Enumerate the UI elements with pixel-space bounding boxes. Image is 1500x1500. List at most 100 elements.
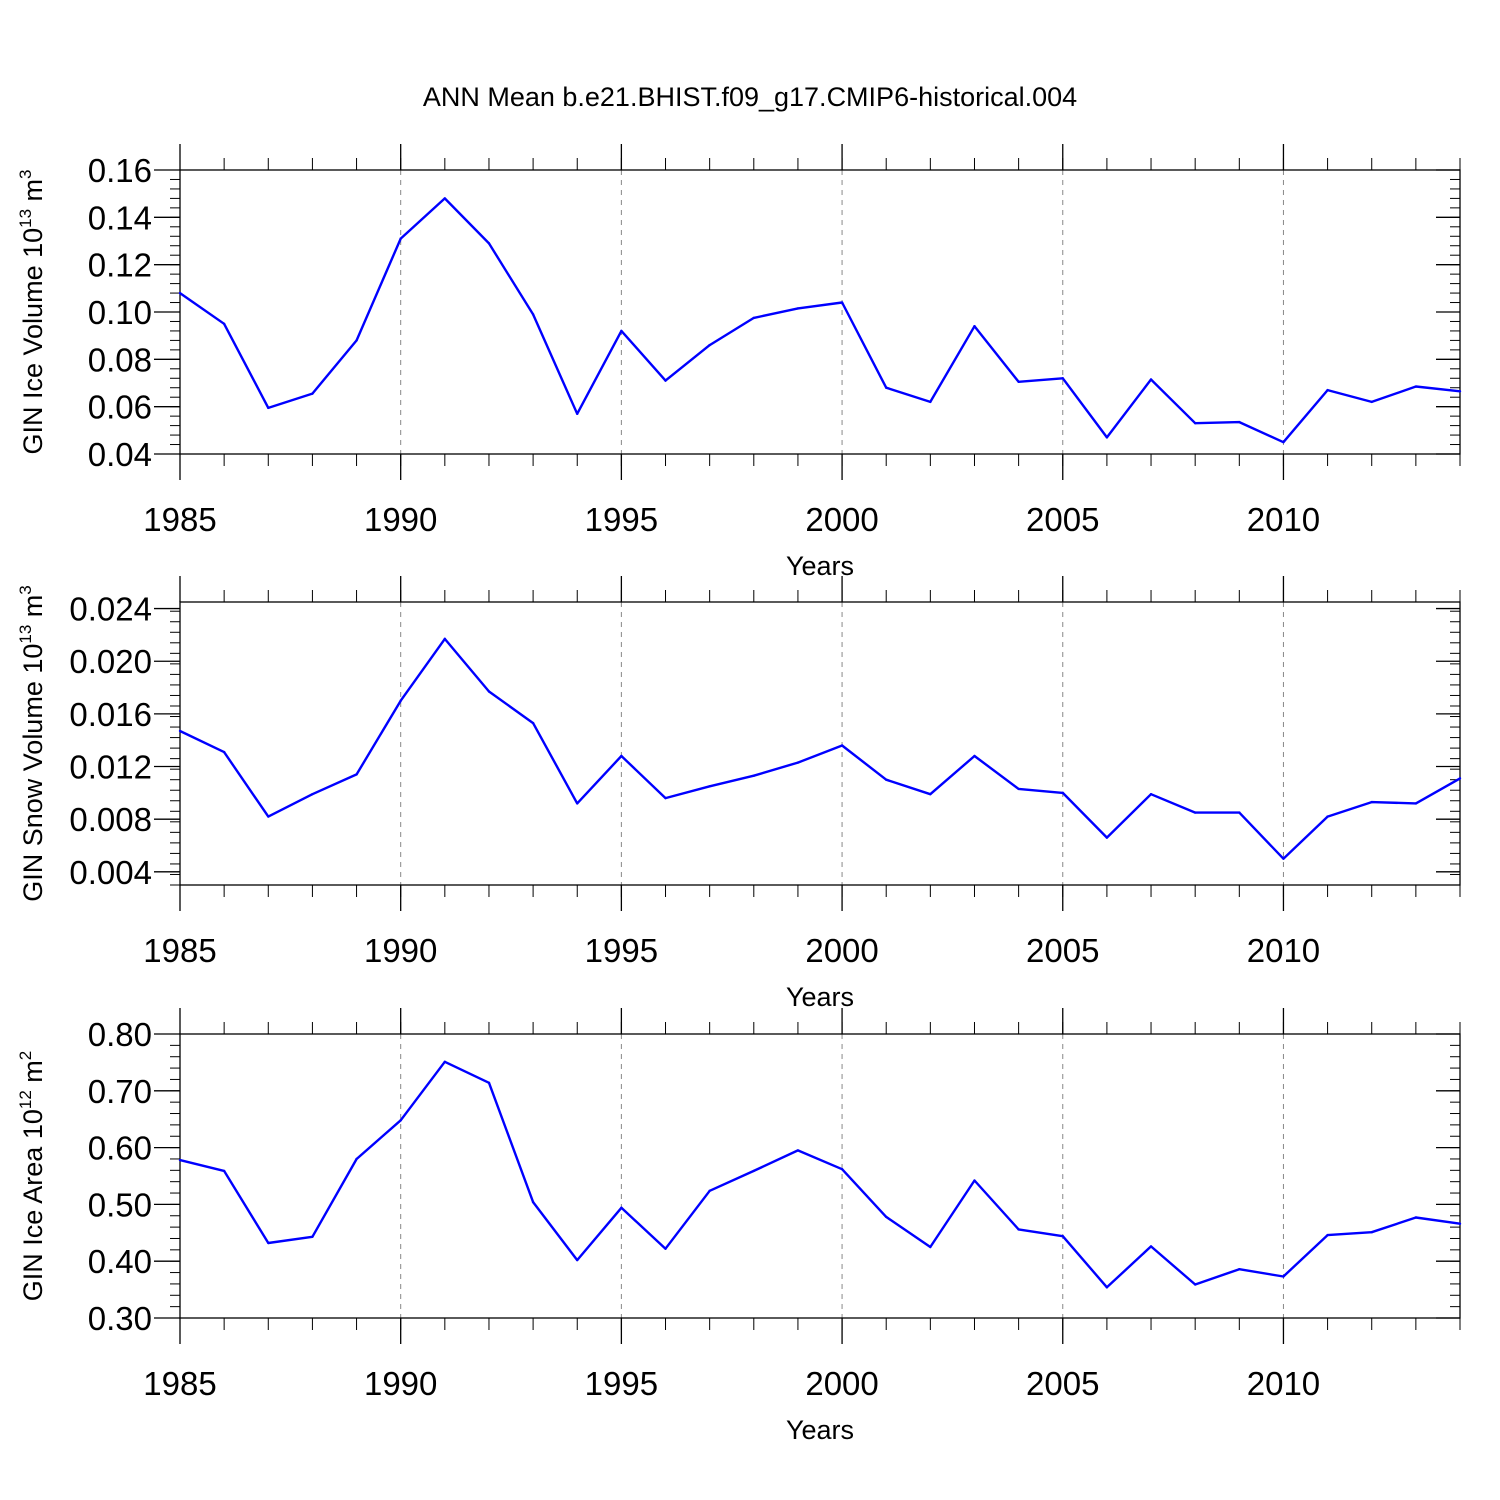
data-point <box>531 1200 535 1204</box>
data-point <box>885 778 888 781</box>
data-point <box>1326 388 1329 392</box>
y-axis-label: GIN Ice Volume 1013 m3 <box>16 169 48 454</box>
data-point <box>178 291 182 295</box>
x-tick-label: 2000 <box>805 1365 878 1402</box>
data-point <box>929 400 932 404</box>
data-point <box>487 690 491 693</box>
x-tick-label: 1990 <box>364 501 437 538</box>
data-point <box>664 1247 667 1250</box>
panel-1: 1985 1990 1995 2000 2005 2010 0.04 0.06 0.08 0.10… <box>16 144 1462 581</box>
x-tick-label: 2005 <box>1026 1365 1099 1402</box>
x-tick-label: 2000 <box>805 932 878 969</box>
y-axis-label-text: GIN Ice Volume 10 <box>18 228 48 455</box>
x-tick-label: 1995 <box>585 501 658 538</box>
data-point <box>222 1169 226 1173</box>
y-tick-label: 0.024 <box>69 591 152 628</box>
data-point <box>929 792 932 796</box>
data-point <box>796 307 800 310</box>
y-axis-label-text: GIN Ice Area 10 <box>18 1109 48 1301</box>
data-point <box>443 1060 447 1064</box>
plot-frame <box>179 601 1461 886</box>
data-point <box>752 1169 755 1173</box>
data-point <box>178 1158 182 1162</box>
data-point <box>796 1149 800 1152</box>
data-point <box>531 313 535 316</box>
x-axis-label: Years <box>786 982 854 1012</box>
data-point <box>1238 811 1241 814</box>
y-tick-label: 0.80 <box>88 1016 152 1053</box>
data-point <box>311 392 314 395</box>
data-point <box>355 1157 358 1161</box>
y-axis-label-exp: 13 <box>16 209 35 228</box>
data-point <box>487 242 491 245</box>
x-axis-label: Years <box>786 1415 854 1445</box>
y-axis-label-unit: m <box>18 1060 48 1090</box>
y-axis-label: GIN Ice Area 1012 m2 <box>16 1051 48 1302</box>
x-tick-label: 2005 <box>1026 501 1099 538</box>
panel-2: 1985 1990 1995 2000 2005 2010 0.004 0.008 0.012 0… <box>16 576 1462 1012</box>
y-axis-label-exp: 12 <box>16 1090 35 1109</box>
y-axis-label-unit-exp: 3 <box>16 585 35 594</box>
y-tick-label: 0.06 <box>88 389 152 426</box>
y-tick-label: 0.16 <box>88 152 152 189</box>
y-tick-label: 0.020 <box>69 643 152 680</box>
data-point <box>620 754 623 758</box>
data-point <box>487 1081 491 1085</box>
data-point <box>576 802 579 805</box>
data-point <box>752 774 755 777</box>
y-axis-label-unit-exp: 3 <box>16 169 35 178</box>
series-line <box>179 197 1461 444</box>
data-point <box>1414 1216 1418 1219</box>
data-point <box>1105 1286 1109 1289</box>
x-tick-label: 1985 <box>143 1365 216 1402</box>
data-point <box>1282 440 1285 444</box>
data-point <box>1061 1235 1064 1238</box>
data-point <box>267 406 270 410</box>
data-point <box>796 761 800 764</box>
data-point <box>840 1167 844 1171</box>
plot-frame <box>179 1033 1461 1319</box>
data-point <box>267 815 270 818</box>
y-tick-label: 0.14 <box>88 199 152 236</box>
data-point <box>399 1119 402 1122</box>
data-point <box>1017 787 1020 791</box>
x-tick-label: 1990 <box>364 1365 437 1402</box>
data-point <box>840 744 844 747</box>
data-point <box>1238 1267 1241 1271</box>
data-point <box>752 316 755 320</box>
data-point <box>1105 836 1109 839</box>
data-point <box>1238 420 1241 424</box>
data-point <box>1282 857 1285 860</box>
x-tick-label: 1990 <box>364 932 437 969</box>
y-tick-label: 0.012 <box>69 749 152 786</box>
data-point <box>576 412 579 415</box>
data-point <box>1017 380 1020 384</box>
y-tick-label: 0.30 <box>88 1300 152 1337</box>
data-point <box>664 379 667 382</box>
data-point <box>973 1179 976 1182</box>
data-point <box>708 785 711 788</box>
data-point <box>840 301 844 304</box>
data-point <box>620 1206 623 1210</box>
data-point <box>708 1189 711 1192</box>
y-tick-label: 0.10 <box>88 294 152 331</box>
x-tick-label: 2010 <box>1247 501 1320 538</box>
data-point <box>399 699 402 702</box>
x-axis-label: Years <box>786 551 854 581</box>
data-point <box>1414 385 1418 388</box>
y-tick-label: 0.70 <box>88 1073 152 1110</box>
data-point <box>1370 800 1373 804</box>
data-point <box>1149 792 1153 796</box>
data-point <box>443 637 447 641</box>
data-point <box>1061 377 1064 380</box>
y-tick-label: 0.12 <box>88 247 152 284</box>
data-point <box>973 754 976 758</box>
y-tick-label: 0.60 <box>88 1130 152 1167</box>
y-axis-label-unit: m <box>18 595 48 625</box>
data-point <box>1370 400 1373 404</box>
data-point <box>311 792 314 796</box>
x-tick-label: 1995 <box>585 1365 658 1402</box>
data-point <box>973 325 976 328</box>
data-point <box>1458 390 1462 393</box>
